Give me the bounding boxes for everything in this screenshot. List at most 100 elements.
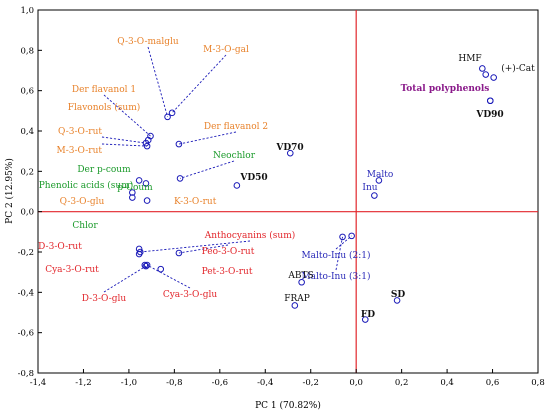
label-vd50: VD50 (239, 173, 267, 183)
label-malto-inu-2-1: Malto-Inu (2:1) (301, 250, 370, 261)
point-q-3-o-glu (129, 194, 136, 201)
y-tick-label: 0,8 (20, 46, 34, 56)
point-m-3-o-rut (143, 142, 151, 150)
point-k-3-o-rut (143, 197, 151, 204)
label-vd70: VD70 (275, 143, 303, 153)
point-d-3-o-glu (142, 262, 150, 270)
leader-q-3-o-rut (101, 136, 147, 144)
label-cya-3-o-glu: Cya-3-O-glu (163, 290, 218, 300)
leader-cya-3-o-glu (146, 264, 191, 289)
y-tick-label: -0,8 (18, 369, 34, 379)
x-tick-label: 0,0 (349, 378, 363, 388)
leader-peo-3-o-rut (178, 244, 229, 254)
point-sd (393, 297, 401, 304)
point-unlabeled (482, 71, 490, 78)
x-tick-label: -0,6 (212, 378, 228, 388)
label-malto: Malto (367, 170, 394, 180)
x-tick-label: -1,2 (75, 378, 91, 388)
x-tick-label: -1,0 (121, 378, 137, 388)
y-axis-ticks: -0,8 -0,6 -0,4 -0,2 0,0 0,2 0,4 0,6 0,8 1,0 (18, 6, 42, 379)
point-inu (371, 192, 378, 199)
label-q-3-o-rut: Q-3-O-rut (58, 127, 102, 137)
point-abts (298, 278, 305, 286)
label-flavonols-sum: Flavonols (sum) (68, 102, 141, 113)
x-axis-ticks: -1,4 -1,2 -1,0 -0,8 -0,6 -0,4 -0,2 0,0 0,2 0,4 0,6… (30, 369, 545, 388)
label-pet-3-o-rut: Pet-3-O-rut (202, 267, 253, 277)
leader-d-3-o-glu (103, 265, 147, 293)
label-cat: (+)-Cat (501, 63, 535, 74)
y-tick-label: 0,0 (20, 208, 34, 218)
label-phenolic-acids-sum: Phenolic acids (sum) (39, 180, 134, 191)
y-tick-label: 1,0 (20, 6, 34, 16)
point-malto (375, 177, 383, 184)
point-labels: Q-3-O-malglu M-3-O-gal Der flavanol 1 Flavo… (38, 37, 535, 320)
label-sd: SD (391, 290, 405, 300)
point-q-3-o-malglu (164, 113, 171, 121)
y-tick-label: -0,2 (18, 248, 34, 258)
point-cya-3-o-rut (141, 261, 149, 269)
point-fd (361, 316, 369, 323)
point-chlor (135, 245, 143, 253)
x-tick-label: 0,4 (440, 378, 454, 388)
point-m-3-o-gal (168, 109, 176, 117)
label-chlor: Chlor (72, 221, 98, 231)
label-hmf: HMF (458, 54, 481, 64)
label-m-3-o-rut: M-3-O-rut (57, 146, 103, 156)
point-p-coum (142, 180, 150, 187)
label-cya-3-o-rut: Cya-3-O-rut (45, 265, 99, 275)
label-vd90: VD90 (475, 110, 503, 120)
y-axis-label: PC 2 (12.95%) (4, 158, 15, 224)
point-frap (291, 302, 299, 309)
y-tick-label: -0,4 (18, 288, 34, 298)
leader-malto-inu-3-1 (335, 236, 343, 271)
label-inu: Inu (362, 183, 377, 193)
x-tick-label: 0,8 (531, 378, 545, 388)
x-tick-label: 0,2 (395, 378, 409, 388)
x-tick-label: -1,4 (30, 378, 46, 388)
label-p-coum: p-Coum (117, 183, 153, 193)
x-tick-label: -0,8 (166, 378, 182, 388)
x-tick-label: -0,4 (257, 378, 273, 388)
y-tick-label: 0,4 (20, 127, 34, 137)
point-malto-inu-2-1 (348, 232, 355, 240)
point-pet-3-o-rut (157, 265, 165, 273)
label-abts: ABTS (287, 271, 313, 281)
label-d-3-o-rut: D-3-O-rut (38, 242, 82, 252)
point-phenolic-acids-sum (129, 189, 136, 196)
plot-frame (37, 9, 539, 374)
leader-m-3-o-rut (101, 143, 148, 147)
label-q-3-o-glu: Q-3-O-glu (60, 197, 105, 207)
data-points (129, 65, 497, 323)
label-k-3-o-rut: K-3-O-rut (174, 197, 217, 207)
y-tick-label: 0,2 (20, 167, 34, 177)
point-neochlor (176, 175, 184, 182)
label-m-3-o-gal: M-3-O-gal (203, 45, 249, 55)
x-axis-label: PC 1 (70.82%) (255, 400, 321, 411)
leader-malto-inu-2-1 (335, 235, 352, 250)
point-hmf (479, 65, 486, 72)
label-d-3-o-glu: D-3-O-glu (82, 294, 127, 304)
label-neochlor: Neochlor (213, 151, 256, 161)
point-d-3-o-rut (135, 250, 143, 258)
point-vd70 (286, 149, 294, 157)
leader-q-3-o-malglu (147, 46, 168, 118)
x-tick-label: -0,2 (303, 378, 319, 388)
leader-lines (101, 46, 352, 293)
leader-der-flavanol-2 (178, 131, 237, 145)
y-tick-label: -0,6 (18, 329, 34, 339)
x-tick-label: 0,6 (486, 378, 500, 388)
y-tick-label: 0,6 (20, 87, 34, 97)
label-der-flavanol-1: Der flavanol 1 (72, 85, 136, 95)
point-der-flavanol-2 (175, 140, 183, 148)
label-total-polyphenols: Total polyphenols (401, 84, 490, 94)
point-peo-3-o-rut (175, 249, 183, 257)
zero-lines (38, 10, 538, 373)
label-der-p-coum: Der p-coum (77, 165, 131, 175)
point-cat (490, 74, 497, 81)
point-der-p-coum (135, 177, 143, 184)
leader-m-3-o-gal (171, 54, 227, 114)
point-q-3-o-rut (142, 139, 150, 147)
point-cya-3-o-glu (143, 261, 151, 269)
point-vd90 (486, 97, 494, 105)
